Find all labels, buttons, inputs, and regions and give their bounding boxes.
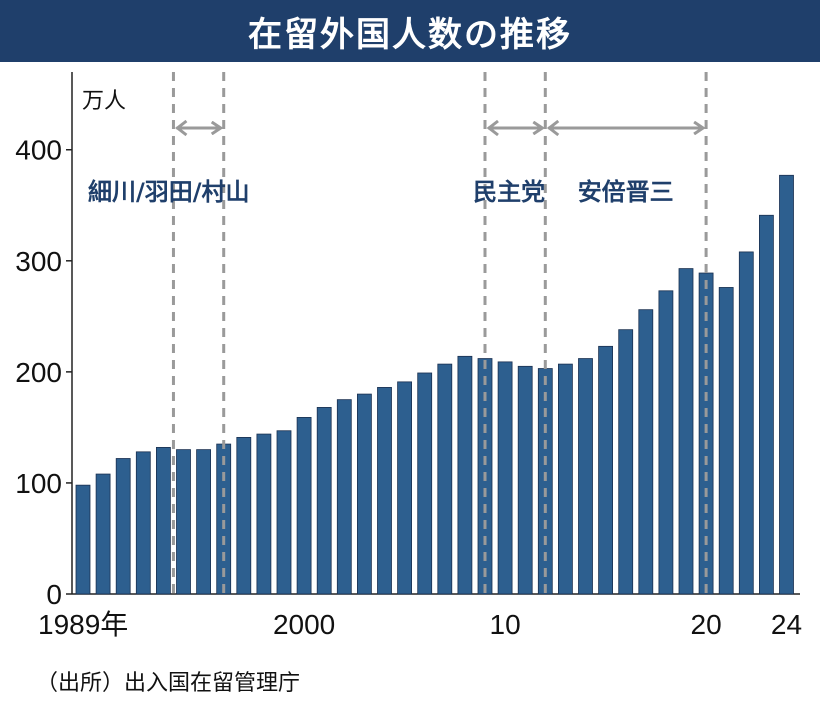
bar bbox=[155, 446, 171, 595]
bar bbox=[759, 214, 774, 595]
bar bbox=[256, 433, 272, 595]
bar bbox=[417, 372, 433, 595]
x-tick-label: 20 bbox=[691, 609, 722, 640]
bar bbox=[497, 361, 513, 595]
bar bbox=[558, 363, 573, 595]
bar bbox=[698, 272, 714, 595]
arrowhead-left bbox=[175, 119, 188, 137]
bar bbox=[135, 451, 151, 595]
x-tick-label: 1989年 bbox=[38, 609, 128, 640]
bar bbox=[316, 407, 332, 595]
bar bbox=[276, 430, 292, 595]
x-tick-label: 2000 bbox=[273, 609, 335, 640]
bar-chart: 万人 0 100 200 300 400 1989年 2000 10 20 24 細川/羽田/村山 民… bbox=[15, 72, 802, 696]
chart-title: 在留外国人数の推移 bbox=[248, 14, 572, 55]
bar bbox=[75, 484, 91, 595]
era-guides: 細川/羽田/村山 民主党 安倍晋三 bbox=[88, 72, 708, 594]
y-tick-label: 400 bbox=[15, 135, 62, 166]
bar bbox=[779, 174, 794, 595]
bar bbox=[377, 387, 392, 595]
bars bbox=[75, 174, 794, 595]
y-tick-label: 0 bbox=[46, 579, 62, 610]
source-note: （出所）出入国在留管理庁 bbox=[36, 671, 300, 696]
bar bbox=[618, 329, 634, 595]
era-label: 細川/羽田/村山 bbox=[88, 178, 250, 206]
bar bbox=[236, 436, 252, 595]
bar bbox=[457, 355, 473, 595]
bar bbox=[598, 345, 613, 595]
bar bbox=[678, 268, 694, 595]
y-tick-label: 100 bbox=[15, 468, 62, 499]
bar bbox=[738, 251, 754, 595]
bar bbox=[517, 365, 533, 595]
axes: 万人 0 100 200 300 400 1989年 2000 10 20 24 bbox=[15, 72, 802, 640]
era-label: 安倍晋三 bbox=[578, 178, 674, 206]
bar bbox=[397, 381, 413, 595]
title-bar: 在留外国人数の推移 bbox=[0, 0, 820, 62]
y-tick-label: 200 bbox=[15, 357, 62, 388]
arrowhead-left bbox=[486, 119, 499, 137]
bar bbox=[578, 358, 593, 595]
bar bbox=[718, 287, 734, 595]
bar bbox=[336, 399, 352, 595]
bar bbox=[356, 393, 372, 595]
bar bbox=[196, 449, 212, 595]
bar bbox=[95, 473, 111, 595]
era-label: 民主党 bbox=[473, 178, 545, 206]
x-tick-label: 10 bbox=[490, 609, 521, 640]
bar bbox=[437, 363, 453, 595]
bar bbox=[638, 309, 654, 595]
x-tick-label: 24 bbox=[771, 609, 802, 640]
bar bbox=[115, 458, 131, 595]
arrowhead-left bbox=[546, 119, 560, 137]
bar bbox=[296, 417, 312, 595]
bar bbox=[658, 290, 674, 595]
y-unit-label: 万人 bbox=[82, 89, 126, 114]
bar bbox=[176, 449, 191, 595]
y-tick-label: 300 bbox=[15, 246, 62, 277]
